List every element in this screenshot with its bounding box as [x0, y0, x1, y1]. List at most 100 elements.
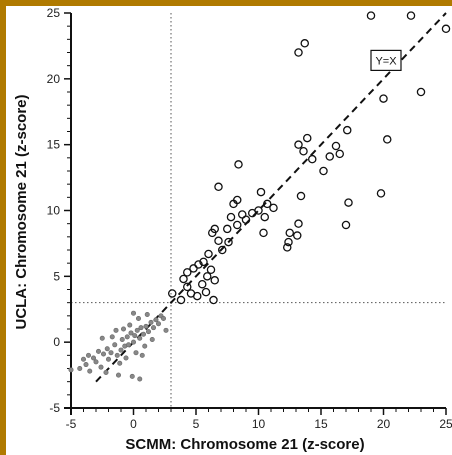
data-point-circle: [210, 276, 219, 285]
y-tick-label: 15: [47, 138, 61, 152]
data-point-circle: [232, 220, 242, 230]
data-point-dot: [96, 348, 102, 354]
data-point-dot: [129, 373, 135, 379]
data-point-circle: [222, 224, 232, 234]
data-point-dot: [103, 369, 109, 375]
x-tick-label: 0: [130, 417, 137, 431]
data-point-circle: [294, 140, 303, 149]
data-point-dot: [138, 325, 144, 331]
data-point-dot: [116, 372, 122, 378]
data-point-dot: [98, 364, 104, 370]
y-tick-label: 0: [53, 335, 60, 349]
data-point-circle: [179, 274, 188, 284]
data-point-dot: [134, 327, 140, 333]
data-point-dot: [143, 323, 149, 329]
data-point-circle: [207, 228, 217, 238]
data-point-circle: [234, 160, 243, 169]
data-point-circle: [296, 191, 306, 201]
data-point-circle: [366, 11, 376, 20]
data-point-circle: [262, 199, 272, 209]
data-point-dot: [148, 319, 154, 325]
data-point-dot: [144, 312, 150, 318]
data-point-circle: [259, 228, 268, 238]
data-point-circle: [379, 94, 388, 103]
x-tick-label: 10: [252, 417, 266, 431]
data-point-circle: [406, 11, 416, 20]
data-points: [68, 11, 451, 382]
data-point-circle: [382, 135, 392, 144]
data-point-dot: [128, 330, 134, 336]
data-point-circle: [331, 141, 341, 151]
data-point-circle: [416, 87, 426, 97]
data-point-circle: [197, 279, 207, 289]
data-point-circle: [209, 295, 218, 305]
x-tick-label: 5: [193, 417, 200, 431]
data-point-dot: [117, 360, 123, 366]
y-tick-label: 25: [47, 6, 61, 20]
data-point-circle: [204, 249, 213, 259]
data-point-circle: [294, 48, 303, 57]
data-point-dot: [131, 339, 137, 345]
data-point-dot: [123, 355, 129, 361]
data-point-dot: [114, 352, 120, 358]
y-tick-label: -5: [49, 401, 60, 415]
data-point-dot: [113, 327, 119, 333]
data-point-circle: [176, 295, 186, 305]
x-axis-title: SCMM: Chromosome 21 (z-score): [125, 436, 364, 453]
data-point-dot: [87, 368, 93, 374]
data-point-circle: [226, 212, 236, 222]
data-point-dot: [119, 337, 125, 343]
data-point-circle: [325, 152, 334, 161]
tick-labels: -5 0 5 10 15 20 25 -5 0 5 10 15 20 25: [47, 6, 452, 431]
data-point-circle: [202, 272, 212, 281]
data-point-circle: [192, 291, 202, 301]
x-tick-label: 15: [314, 417, 328, 431]
data-point-dot: [108, 350, 114, 356]
y-tick-label: 20: [47, 72, 61, 86]
data-point-dot: [77, 365, 83, 371]
data-point-circle: [284, 237, 293, 247]
data-point-dot: [131, 310, 137, 316]
data-point-circle: [294, 219, 303, 228]
data-point-circle: [299, 146, 308, 156]
data-point-dot: [121, 326, 127, 332]
data-point-dot: [118, 347, 124, 353]
identity-label-box: Y=X: [370, 49, 402, 72]
data-point-dot: [142, 343, 148, 349]
data-point-circle: [292, 231, 302, 240]
data-point-dot: [91, 355, 97, 361]
data-point-circle: [182, 282, 192, 292]
data-point-dot: [132, 333, 138, 339]
y-tick-label: 10: [47, 204, 61, 218]
data-point-dot: [141, 331, 147, 337]
data-point-dot: [124, 334, 130, 340]
data-point-circle: [319, 166, 328, 176]
data-point-circle: [201, 287, 211, 297]
data-point-dot: [136, 315, 142, 321]
identity-label: Y=X: [375, 55, 397, 67]
data-point-circle: [182, 268, 192, 277]
data-point-dot: [153, 317, 159, 323]
data-point-circle: [167, 289, 177, 298]
x-tick-label: 20: [377, 417, 391, 431]
x-tick-label: 25: [439, 417, 452, 431]
data-point-circle: [300, 39, 309, 48]
data-point-circle: [260, 212, 269, 222]
data-point-dot: [109, 334, 115, 340]
data-point-circle: [307, 154, 317, 164]
data-point-dot: [86, 352, 92, 358]
data-point-dot: [81, 356, 87, 362]
data-point-circle: [342, 125, 352, 135]
data-point-circle: [189, 264, 198, 273]
data-point-dot: [127, 322, 133, 328]
y-tick-label: 5: [53, 269, 60, 283]
data-point-circle: [441, 24, 451, 34]
data-point-circle: [344, 198, 353, 207]
data-point-circle: [206, 265, 216, 274]
data-point-dot: [161, 315, 167, 321]
data-point-circle: [199, 257, 208, 267]
data-point-dot: [101, 351, 107, 357]
data-point-circle: [241, 215, 251, 224]
data-point-dot: [149, 337, 155, 343]
data-point-dot: [93, 359, 99, 365]
